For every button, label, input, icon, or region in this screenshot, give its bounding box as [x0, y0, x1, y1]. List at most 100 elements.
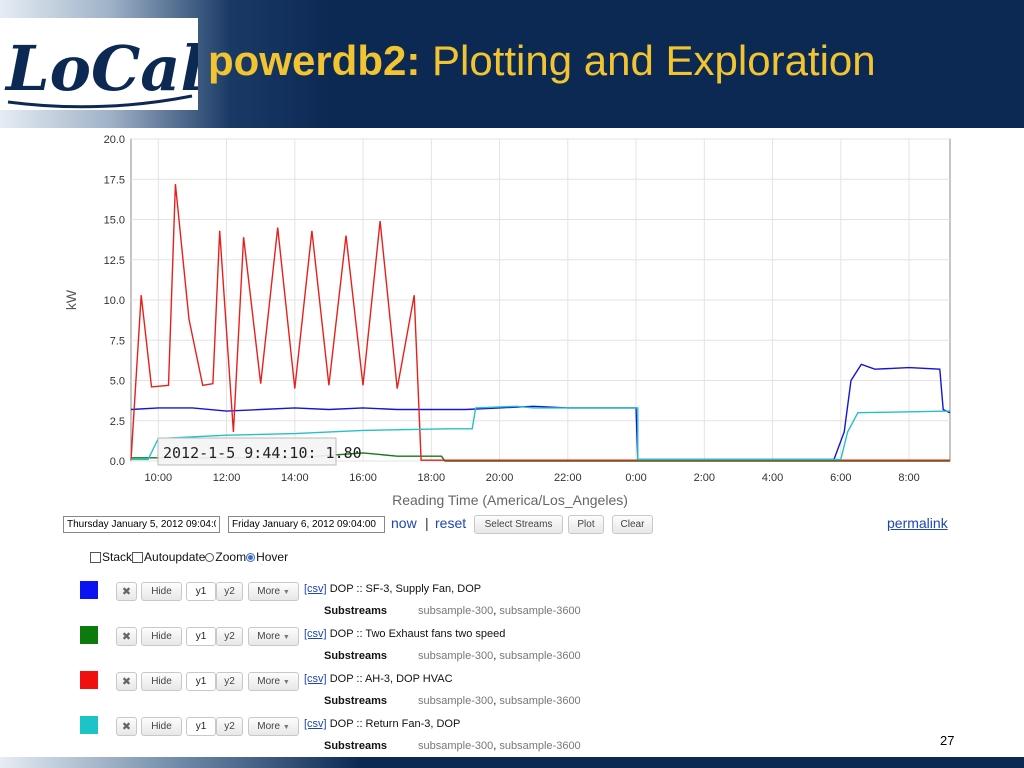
csv-link[interactable]: [csv] [304, 673, 327, 685]
substream-link[interactable]: subsample-3600 [499, 605, 581, 617]
y-tick-label: 15.0 [104, 215, 125, 227]
substream-link[interactable]: subsample-300 [418, 695, 494, 707]
y1-axis-button[interactable]: y1 [186, 717, 216, 736]
plot-options: Stack Autoupdate Zoom Hover [90, 550, 288, 564]
stream-title: [csv] DOP :: AH-3, DOP HVAC [304, 673, 453, 685]
y2-axis-button[interactable]: y2 [216, 672, 243, 691]
x-tick-label: 0:00 [625, 472, 646, 484]
more-dropdown[interactable]: More ▼ [248, 717, 299, 736]
zoom-radio[interactable] [205, 552, 215, 562]
now-link[interactable]: now [391, 515, 417, 531]
substreams-label: Substreams [324, 740, 387, 752]
substreams-label: Substreams [324, 605, 387, 617]
stream-title: [csv] DOP :: Two Exhaust fans two speed [304, 628, 505, 640]
hide-stream-button[interactable]: Hide [141, 627, 182, 646]
remove-stream-button[interactable]: ✖ [116, 627, 137, 646]
y-tick-label: 12.5 [104, 255, 125, 267]
y2-axis-button[interactable]: y2 [216, 717, 243, 736]
substream-link[interactable]: subsample-3600 [499, 740, 581, 752]
csv-link[interactable]: [csv] [304, 718, 327, 730]
chevron-down-icon: ▼ [282, 724, 290, 731]
y-tick-label: 10.0 [104, 295, 125, 307]
stream-row: ✖ Hide y1 y2 More ▼ [csv] DOP :: Two Exh… [0, 626, 1024, 666]
remove-stream-button[interactable]: ✖ [116, 672, 137, 691]
logo-text: LoCal [4, 32, 198, 105]
substream-link[interactable]: subsample-300 [418, 740, 494, 752]
slide-title: powerdb2: Plotting and Exploration [208, 40, 876, 82]
series-line-0 [130, 363, 951, 461]
chevron-down-icon: ▼ [282, 679, 290, 686]
y1-axis-button[interactable]: y1 [186, 627, 216, 646]
substream-link[interactable]: subsample-3600 [499, 695, 581, 707]
stream-color-swatch[interactable] [80, 716, 98, 734]
hide-stream-button[interactable]: Hide [141, 672, 182, 691]
y2-axis-button[interactable]: y2 [216, 627, 243, 646]
substreams-row: Substreams subsample-300, subsample-3600 [324, 695, 581, 707]
x-tick-label: 8:00 [898, 472, 919, 484]
chart-grid [131, 138, 950, 462]
close-icon: ✖ [121, 586, 132, 598]
autoupdate-checkbox[interactable] [132, 551, 144, 563]
substreams-label: Substreams [324, 650, 387, 662]
close-icon: ✖ [121, 676, 132, 688]
stack-label: Stack [102, 550, 133, 564]
x-axis-label: Reading Time (America/Los_Angeles) [392, 492, 628, 508]
chevron-down-icon: ▼ [282, 589, 290, 596]
remove-stream-button[interactable]: ✖ [116, 717, 137, 736]
more-label: More [257, 631, 281, 642]
substream-link[interactable]: subsample-3600 [499, 650, 581, 662]
more-label: More [257, 721, 281, 732]
local-logo-graphic: LoCal [4, 32, 198, 109]
series-line-2 [130, 184, 950, 461]
stream-color-swatch[interactable] [80, 581, 98, 599]
y-axis-ticks: 0.0 2.5 5.0 7.5 10.0 12.5 15.0 17.5 20.0 [104, 134, 125, 468]
y-tick-label: 17.5 [104, 174, 125, 186]
x-tick-label: 18:00 [418, 472, 446, 484]
substreams-label: Substreams [324, 695, 387, 707]
start-date-input[interactable] [63, 516, 220, 533]
stream-color-swatch[interactable] [80, 626, 98, 644]
substream-link[interactable]: subsample-300 [418, 605, 494, 617]
more-dropdown[interactable]: More ▼ [248, 582, 299, 601]
x-tick-label: 10:00 [145, 472, 173, 484]
substream-link[interactable]: subsample-300 [418, 650, 494, 662]
hover-tooltip: 2012-1-5 9:44:10: 1.80 [157, 437, 362, 466]
reset-link[interactable]: reset [435, 515, 467, 531]
more-dropdown[interactable]: More ▼ [248, 672, 299, 691]
stream-title: [csv] DOP :: SF-3, Supply Fan, DOP [304, 583, 481, 595]
x-tick-label: 12:00 [213, 472, 241, 484]
y-tick-label: 20.0 [104, 134, 125, 146]
x-tick-label: 22:00 [554, 472, 582, 484]
x-tick-label: 16:00 [349, 472, 377, 484]
hide-stream-button[interactable]: Hide [141, 717, 182, 736]
y1-axis-button[interactable]: y1 [186, 582, 216, 601]
y2-axis-button[interactable]: y2 [216, 582, 243, 601]
slide-title-rest: Plotting and Exploration [420, 37, 876, 84]
hide-stream-button[interactable]: Hide [141, 582, 182, 601]
select-streams-button[interactable]: Select Streams [474, 515, 563, 534]
x-tick-label: 4:00 [762, 472, 783, 484]
stream-row: ✖ Hide y1 y2 More ▼ [csv] DOP :: Return … [0, 716, 1024, 756]
hover-label: Hover [256, 550, 289, 564]
stack-checkbox[interactable] [90, 551, 101, 563]
stream-color-swatch[interactable] [80, 671, 98, 689]
y-tick-label: 0.0 [110, 456, 125, 468]
power-chart[interactable]: 0.0 2.5 5.0 7.5 10.0 12.5 15.0 17.5 20.0 10:00 12… [55, 128, 965, 513]
csv-link[interactable]: [csv] [304, 583, 327, 595]
csv-link[interactable]: [csv] [304, 628, 327, 640]
stream-name: DOP :: Two Exhaust fans two speed [329, 628, 506, 640]
more-dropdown[interactable]: More ▼ [248, 627, 299, 646]
zoom-label: Zoom [215, 550, 247, 564]
hover-radio[interactable] [246, 552, 256, 562]
remove-stream-button[interactable]: ✖ [116, 582, 137, 601]
clear-button[interactable]: Clear [612, 515, 653, 534]
end-date-input[interactable] [228, 516, 385, 533]
stream-name: DOP :: AH-3, DOP HVAC [329, 673, 453, 685]
y1-axis-button[interactable]: y1 [186, 672, 216, 691]
stream-name: DOP :: Return Fan-3, DOP [329, 718, 461, 730]
tooltip-text: 2012-1-5 9:44:10: 1.80 [163, 444, 362, 462]
permalink-link[interactable]: permalink [887, 515, 948, 531]
page-number: 27 [940, 733, 955, 748]
local-logo: LoCal [0, 18, 198, 110]
plot-button[interactable]: Plot [568, 515, 604, 534]
